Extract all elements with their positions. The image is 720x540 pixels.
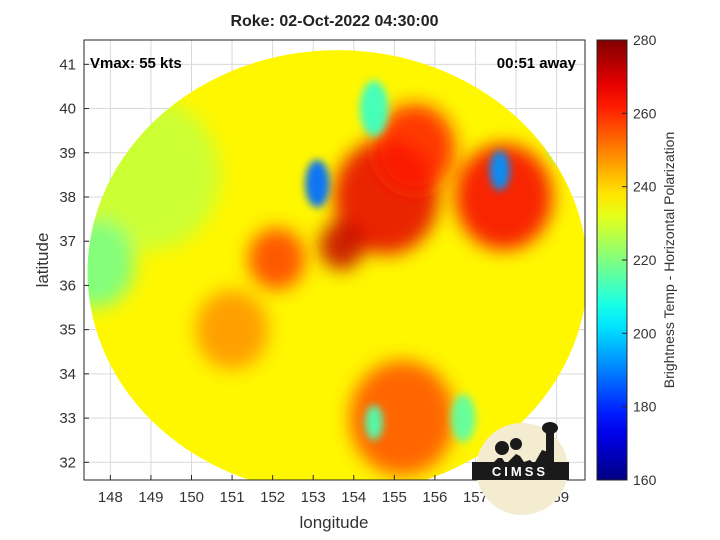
y-tick-label: 37	[59, 233, 76, 250]
colorbar-label: Brightness Temp - Horizontal Polarizatio…	[661, 132, 677, 389]
time-away-annotation: 00:51 away	[497, 55, 577, 72]
x-tick-label: 150	[179, 489, 204, 506]
chart-title: Roke: 02-Oct-2022 04:30:00	[230, 13, 439, 30]
y-axis: 32 33 34 35 36 37 38 39 40 41	[59, 56, 89, 471]
x-tick-label: 149	[138, 489, 163, 506]
colorbar-tick-label: 260	[633, 105, 657, 121]
swath-feature	[305, 159, 330, 208]
y-tick-label: 38	[59, 189, 76, 206]
plot-frame	[83, 39, 586, 481]
y-tick-label: 36	[59, 277, 76, 294]
y-tick-label: 35	[59, 322, 76, 339]
x-tick-label: 156	[422, 489, 447, 506]
swath-feature	[365, 405, 383, 441]
swath-feature	[455, 143, 553, 251]
colorbar-tick-label: 220	[633, 252, 657, 268]
brightness-swath	[87, 50, 585, 480]
y-tick-label: 33	[59, 410, 76, 427]
x-tick-label: 157	[463, 489, 488, 506]
y-tick-label: 39	[59, 145, 76, 162]
colorbar-tick-label: 160	[633, 472, 657, 488]
x-tick-label: 155	[382, 489, 407, 506]
swath-feature	[248, 227, 306, 290]
cimss-logo-icon: CIMSS	[472, 422, 569, 515]
swath-feature	[195, 289, 269, 370]
colorbar-ticks: 160 180 200 220 240 260 280	[622, 32, 657, 488]
colorbar-tick-label: 180	[633, 399, 657, 415]
swath-feature	[87, 219, 135, 308]
x-axis-title: longitude	[299, 513, 368, 532]
x-tick-label: 153	[301, 489, 326, 506]
cimss-logo-text: CIMSS	[492, 464, 548, 479]
x-tick-label: 152	[260, 489, 285, 506]
colorbar-tick-label: 240	[633, 179, 657, 195]
y-tick-label: 34	[59, 366, 76, 383]
swath-feature	[374, 104, 456, 193]
vmax-annotation: Vmax: 55 kts	[90, 55, 182, 72]
swath-feature	[349, 360, 456, 476]
y-tick-label: 40	[59, 101, 76, 118]
swath-feature	[451, 394, 476, 442]
x-tick-label: 151	[220, 489, 245, 506]
swath-feature	[489, 150, 510, 191]
y-tick-label: 41	[59, 56, 76, 73]
x-tick-label: 148	[98, 489, 123, 506]
swath-feature	[359, 80, 389, 137]
colorbar-tick-label: 280	[633, 32, 657, 48]
y-axis-title: latitude	[33, 233, 52, 288]
y-tick-label: 32	[59, 454, 76, 471]
x-axis: 148149150151152153154155156157158159	[98, 475, 569, 506]
colorbar-tick-label: 200	[633, 325, 657, 341]
x-tick-label: 154	[341, 489, 366, 506]
swath-feature	[319, 221, 364, 270]
